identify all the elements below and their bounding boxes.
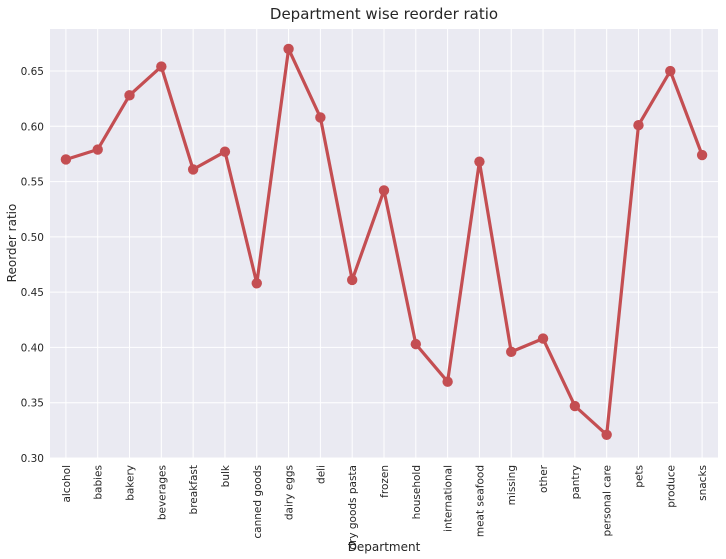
y-tick-label: 0.65 — [21, 66, 44, 78]
x-axis-title: Department — [348, 540, 421, 554]
y-tick-label: 0.40 — [21, 342, 44, 354]
y-tick-label: 0.55 — [21, 177, 44, 189]
data-point — [665, 65, 676, 77]
y-tick-label: 0.60 — [21, 121, 44, 133]
data-point — [696, 149, 708, 161]
data-point — [283, 43, 294, 55]
x-tick-label: household — [411, 465, 423, 519]
chart-title: Department wise reorder ratio — [270, 5, 498, 23]
x-tick-label: other — [538, 464, 550, 493]
data-point — [187, 164, 199, 175]
data-point — [442, 376, 453, 387]
data-point — [378, 185, 390, 196]
x-tick-label: deli — [315, 465, 327, 484]
data-point — [569, 400, 581, 412]
x-tick-label: missing — [506, 465, 518, 505]
x-tick-label: beverages — [156, 465, 168, 520]
y-axis-title: Reorder ratio — [5, 204, 19, 283]
data-point — [410, 338, 422, 350]
x-tick-label: pets — [633, 465, 645, 488]
x-tick-label: pantry — [570, 465, 582, 499]
data-point — [474, 156, 485, 167]
data-point — [156, 61, 167, 72]
x-tick-label: bulk — [220, 464, 232, 487]
x-tick-label: produce — [665, 465, 677, 508]
y-tick-label: 0.50 — [21, 232, 44, 244]
data-point — [315, 112, 326, 123]
x-tick-label: meat seafood — [474, 465, 486, 537]
x-tick-label: snacks — [697, 465, 709, 501]
data-point — [251, 278, 262, 289]
x-tick-label: alcohol — [61, 465, 73, 503]
data-points — [60, 43, 708, 440]
data-point — [124, 90, 135, 101]
data-point — [60, 154, 72, 165]
data-point — [601, 429, 612, 440]
x-tick-label: international — [443, 465, 455, 532]
data-point — [537, 333, 549, 344]
x-tick-label: personal care — [602, 465, 614, 536]
data-point — [633, 119, 644, 131]
x-tick-label: breakfast — [188, 465, 200, 514]
x-tick-label: dairy eggs — [284, 465, 296, 520]
x-tick-label: canned goods — [252, 465, 264, 539]
data-point — [219, 146, 231, 157]
x-tick-label: babies — [93, 465, 105, 500]
x-tick-labels: alcohol babies bakery beverages breakfast bul… — [61, 464, 709, 550]
x-tick-label: frozen — [379, 465, 391, 498]
y-tick-label: 0.30 — [21, 453, 44, 465]
x-tick-label: bakery — [125, 465, 137, 501]
y-tick-label: 0.45 — [21, 287, 44, 299]
data-point — [92, 144, 103, 155]
data-point — [506, 346, 517, 358]
y-tick-labels: 0.30 0.35 0.40 0.45 0.50 0.55 0.60 0.65 — [21, 66, 44, 465]
y-tick-label: 0.35 — [21, 398, 44, 410]
data-point — [346, 274, 358, 286]
x-tick-label: dry goods pasta — [347, 465, 359, 550]
